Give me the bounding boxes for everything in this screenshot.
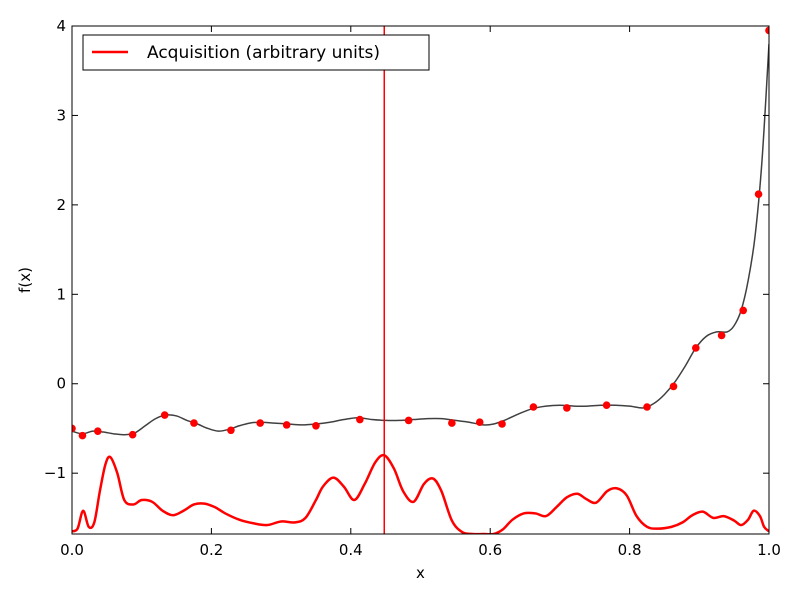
plot-area: [72, 26, 769, 534]
y-tick-label: 3: [56, 106, 66, 124]
observation-point: [643, 403, 651, 411]
observation-point: [692, 344, 700, 352]
y-tick-label: 0: [56, 375, 66, 393]
legend-label: Acquisition (arbitrary units): [147, 43, 380, 63]
y-tick-label: 2: [56, 196, 66, 214]
y-tick-label: 1: [56, 285, 66, 303]
y-tick-label: 4: [56, 17, 66, 35]
observation-point: [739, 306, 748, 315]
observation-point: [717, 331, 726, 340]
x-tick-label: 0.6: [478, 541, 502, 559]
y-axis-label: f(x): [16, 267, 34, 293]
observation-point: [282, 421, 291, 429]
observation-point: [227, 426, 235, 435]
observation-point: [160, 411, 169, 419]
x-tick-label: 0.4: [339, 541, 363, 559]
x-tick-label: 0.0: [60, 541, 84, 559]
observation-point: [529, 403, 538, 411]
x-tick-label: 1.0: [757, 541, 781, 559]
y-tick-label: −1: [44, 464, 66, 482]
observation-point: [475, 418, 484, 427]
observation-point: [669, 382, 678, 391]
observation-point: [312, 421, 320, 430]
observation-point: [256, 419, 264, 427]
x-tick-label: 0.2: [199, 541, 223, 559]
observation-point: [128, 430, 137, 439]
observation-point: [190, 419, 198, 427]
plot-frame: [71, 25, 770, 535]
observation-point: [404, 416, 413, 425]
observation-point: [78, 431, 87, 440]
x-axis-label: x: [416, 564, 425, 582]
observation-point: [448, 419, 456, 427]
legend-box: [82, 34, 430, 71]
observation-point: [356, 415, 364, 424]
observation-point: [72, 424, 76, 433]
axis-ticks: 0.0 0.2 0.4 0.6 0.8 1.0 −1 0 1 2 3 4: [44, 17, 781, 559]
observation-point: [93, 427, 102, 435]
observation-point: [498, 420, 506, 428]
observation-point: [602, 401, 611, 410]
x-tick-label: 0.8: [618, 541, 642, 559]
observation-point: [563, 404, 571, 412]
observation-point: [754, 190, 763, 198]
legend: Acquisition (arbitrary units): [82, 34, 430, 71]
observation-point: [765, 26, 769, 35]
model-curve: [72, 43, 769, 436]
acquisition-curve: [72, 453, 769, 534]
